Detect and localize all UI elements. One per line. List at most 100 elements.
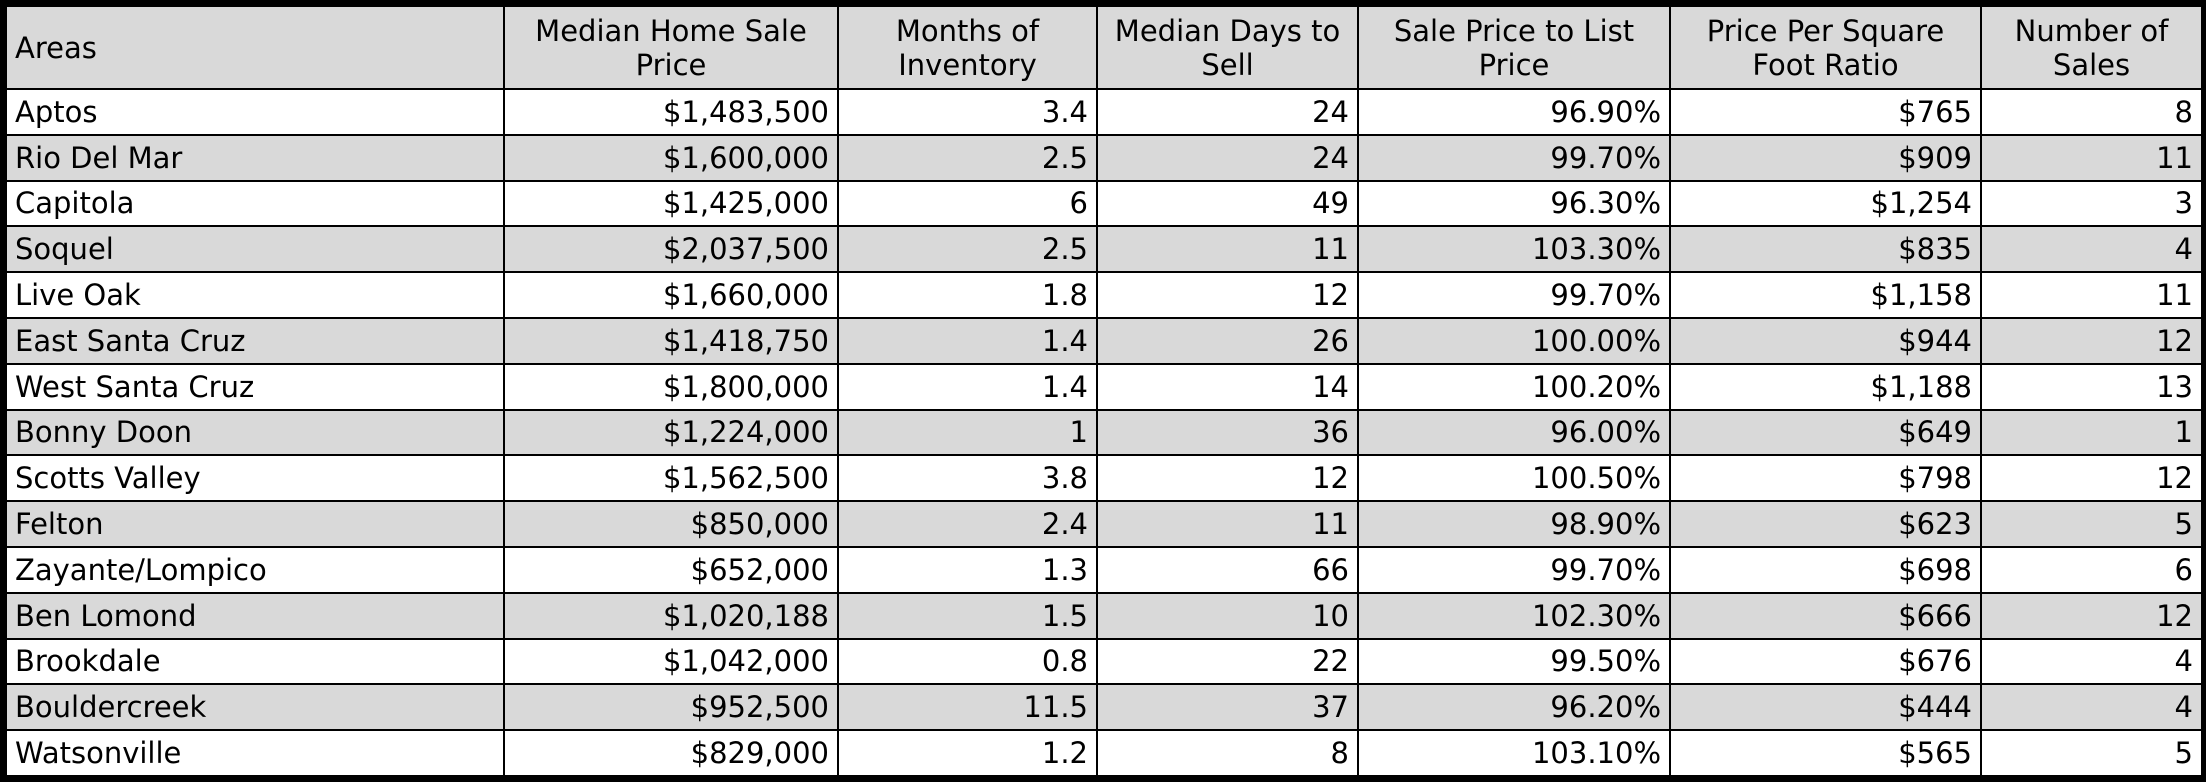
median-days-to-sell-cell: 24 <box>1096 133 1359 182</box>
months-of-inventory-cell: 3.8 <box>837 454 1098 503</box>
header-areas: Areas <box>5 5 505 90</box>
sale-to-list-price-cell: 103.30% <box>1357 225 1671 274</box>
header-price-per-square-foot-ratio: Price Per Square Foot Ratio <box>1669 5 1982 90</box>
sale-to-list-price-cell: 96.90% <box>1357 88 1671 136</box>
median-home-sale-price-cell: $1,042,000 <box>503 637 839 686</box>
table-row: Scotts Valley $1,562,500 3.8 12 100.50% $798 1… <box>5 454 2203 503</box>
sale-to-list-price-cell: 100.00% <box>1357 316 1671 365</box>
price-per-square-foot-cell: $798 <box>1669 454 1982 503</box>
median-days-to-sell-cell: 26 <box>1096 316 1359 365</box>
median-days-to-sell-cell: 22 <box>1096 637 1359 686</box>
table-row: Soquel $2,037,500 2.5 11 103.30% $835 4 <box>5 225 2203 274</box>
sale-to-list-price-cell: 99.70% <box>1357 545 1671 594</box>
area-cell: Live Oak <box>5 271 505 319</box>
price-per-square-foot-cell: $1,158 <box>1669 271 1982 319</box>
number-of-sales-cell: 12 <box>1980 316 2203 365</box>
sale-to-list-price-cell: 96.30% <box>1357 179 1671 228</box>
price-per-square-foot-cell: $944 <box>1669 316 1982 365</box>
sale-to-list-price-cell: 99.70% <box>1357 271 1671 319</box>
months-of-inventory-cell: 2.4 <box>837 500 1098 548</box>
number-of-sales-cell: 11 <box>1980 133 2203 182</box>
median-days-to-sell-cell: 11 <box>1096 225 1359 274</box>
price-per-square-foot-cell: $444 <box>1669 683 1982 732</box>
median-days-to-sell-cell: 12 <box>1096 454 1359 503</box>
number-of-sales-cell: 12 <box>1980 454 2203 503</box>
months-of-inventory-cell: 2.5 <box>837 225 1098 274</box>
sale-to-list-price-cell: 96.00% <box>1357 408 1671 457</box>
price-per-square-foot-cell: $623 <box>1669 500 1982 548</box>
area-cell: West Santa Cruz <box>5 362 505 411</box>
price-per-square-foot-cell: $698 <box>1669 545 1982 594</box>
sale-to-list-price-cell: 100.20% <box>1357 362 1671 411</box>
median-home-sale-price-cell: $829,000 <box>503 729 839 777</box>
median-home-sale-price-cell: $1,562,500 <box>503 454 839 503</box>
price-per-square-foot-cell: $676 <box>1669 637 1982 686</box>
median-home-sale-price-cell: $2,037,500 <box>503 225 839 274</box>
table-row: Watsonville $829,000 1.2 8 103.10% $565 5 <box>5 729 2203 777</box>
area-cell: Rio Del Mar <box>5 133 505 182</box>
market-stats-table: Areas Median Home Sale Price Months of I… <box>5 5 2203 777</box>
months-of-inventory-cell: 3.4 <box>837 88 1098 136</box>
area-cell: Aptos <box>5 88 505 136</box>
median-home-sale-price-cell: $1,600,000 <box>503 133 839 182</box>
table-row: Bonny Doon $1,224,000 1 36 96.00% $649 1 <box>5 408 2203 457</box>
area-cell: Felton <box>5 500 505 548</box>
table-row: Capitola $1,425,000 6 49 96.30% $1,254 3 <box>5 179 2203 228</box>
number-of-sales-cell: 1 <box>1980 408 2203 457</box>
header-number-of-sales: Number of Sales <box>1980 5 2203 90</box>
area-cell: Brookdale <box>5 637 505 686</box>
table-row: Bouldercreek $952,500 11.5 37 96.20% $444 4 <box>5 683 2203 732</box>
table-body: Aptos $1,483,500 3.4 24 96.90% $765 8 Rio Del M… <box>5 88 2203 777</box>
header-median-home-sale-price: Median Home Sale Price <box>503 5 839 90</box>
number-of-sales-cell: 13 <box>1980 362 2203 411</box>
area-cell: Bonny Doon <box>5 408 505 457</box>
price-per-square-foot-cell: $835 <box>1669 225 1982 274</box>
number-of-sales-cell: 5 <box>1980 729 2203 777</box>
price-per-square-foot-cell: $666 <box>1669 591 1982 640</box>
number-of-sales-cell: 6 <box>1980 545 2203 594</box>
months-of-inventory-cell: 1.5 <box>837 591 1098 640</box>
price-per-square-foot-cell: $1,188 <box>1669 362 1982 411</box>
table-row: Rio Del Mar $1,600,000 2.5 24 99.70% $909 11 <box>5 133 2203 182</box>
median-home-sale-price-cell: $1,660,000 <box>503 271 839 319</box>
number-of-sales-cell: 4 <box>1980 637 2203 686</box>
header-sale-to-list-price: Sale Price to List Price <box>1357 5 1671 90</box>
median-days-to-sell-cell: 8 <box>1096 729 1359 777</box>
price-per-square-foot-cell: $765 <box>1669 88 1982 136</box>
sale-to-list-price-cell: 99.70% <box>1357 133 1671 182</box>
sale-to-list-price-cell: 98.90% <box>1357 500 1671 548</box>
number-of-sales-cell: 4 <box>1980 683 2203 732</box>
table-row: Felton $850,000 2.4 11 98.90% $623 5 <box>5 500 2203 548</box>
table-row: West Santa Cruz $1,800,000 1.4 14 100.20% $1,… <box>5 362 2203 411</box>
table-row: Zayante/Lompico $652,000 1.3 66 99.70% $698 6 <box>5 545 2203 594</box>
sale-to-list-price-cell: 96.20% <box>1357 683 1671 732</box>
header-months-of-inventory: Months of Inventory <box>837 5 1098 90</box>
table-row: Ben Lomond $1,020,188 1.5 10 102.30% $666 12 <box>5 591 2203 640</box>
months-of-inventory-cell: 6 <box>837 179 1098 228</box>
median-home-sale-price-cell: $1,483,500 <box>503 88 839 136</box>
months-of-inventory-cell: 1.4 <box>837 362 1098 411</box>
median-days-to-sell-cell: 24 <box>1096 88 1359 136</box>
header-median-days-to-sell: Median Days to Sell <box>1096 5 1359 90</box>
area-cell: Scotts Valley <box>5 454 505 503</box>
number-of-sales-cell: 11 <box>1980 271 2203 319</box>
area-cell: Watsonville <box>5 729 505 777</box>
median-days-to-sell-cell: 49 <box>1096 179 1359 228</box>
area-cell: Ben Lomond <box>5 591 505 640</box>
median-days-to-sell-cell: 36 <box>1096 408 1359 457</box>
sale-to-list-price-cell: 103.10% <box>1357 729 1671 777</box>
area-cell: Bouldercreek <box>5 683 505 732</box>
months-of-inventory-cell: 1.2 <box>837 729 1098 777</box>
months-of-inventory-cell: 2.5 <box>837 133 1098 182</box>
median-days-to-sell-cell: 14 <box>1096 362 1359 411</box>
sale-to-list-price-cell: 102.30% <box>1357 591 1671 640</box>
months-of-inventory-cell: 0.8 <box>837 637 1098 686</box>
median-home-sale-price-cell: $1,020,188 <box>503 591 839 640</box>
area-cell: Soquel <box>5 225 505 274</box>
table-row: Brookdale $1,042,000 0.8 22 99.50% $676 4 <box>5 637 2203 686</box>
sale-to-list-price-cell: 99.50% <box>1357 637 1671 686</box>
number-of-sales-cell: 8 <box>1980 88 2203 136</box>
median-home-sale-price-cell: $1,425,000 <box>503 179 839 228</box>
number-of-sales-cell: 4 <box>1980 225 2203 274</box>
number-of-sales-cell: 5 <box>1980 500 2203 548</box>
